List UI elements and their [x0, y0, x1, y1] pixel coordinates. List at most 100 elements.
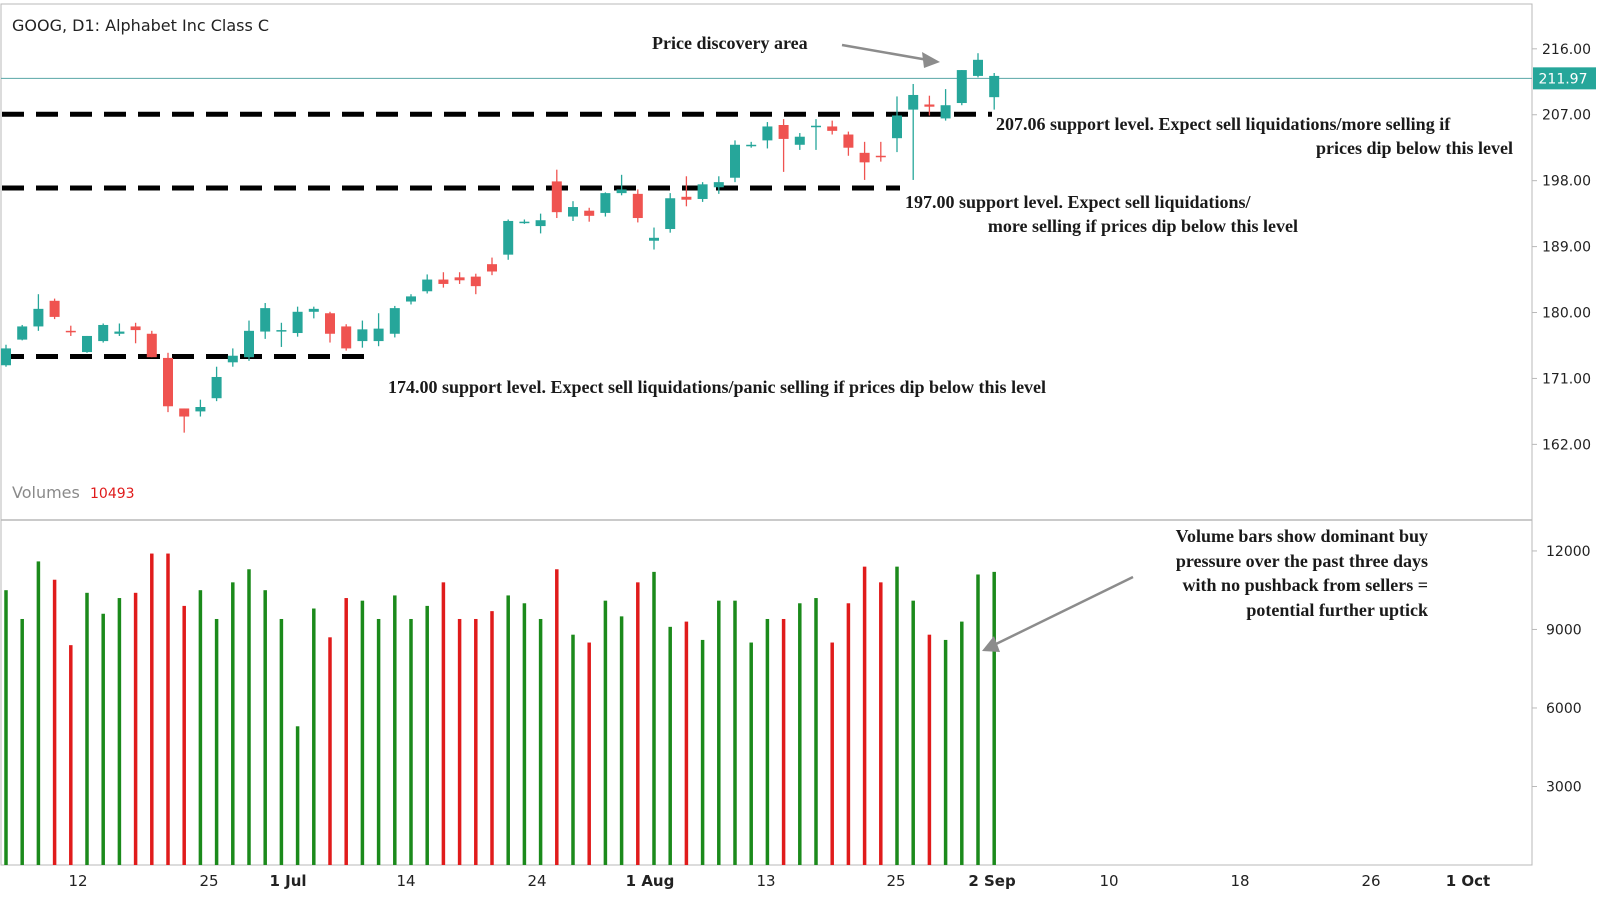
candle: [406, 294, 416, 305]
price-axis: 216.00 207.00 198.00 189.00 180.00 171.00 162.…: [1532, 42, 1591, 453]
volume-bar: [150, 553, 154, 865]
candle-body: [875, 155, 886, 158]
candle: [195, 399, 206, 417]
candle-body: [519, 221, 530, 224]
candle: [325, 311, 335, 343]
support-207-note-line2: prices dip below this level: [1316, 138, 1513, 158]
candle: [422, 274, 433, 294]
time-tick-label: 2 Sep: [968, 872, 1016, 890]
candle: [843, 131, 854, 156]
time-tick-label: 10: [1099, 872, 1118, 890]
time-tick-label: 1 Jul: [269, 872, 306, 890]
candles-layer: [1, 53, 1000, 433]
candle-body: [130, 326, 141, 331]
candle-body: [82, 335, 92, 353]
price-tick-label: 198.00: [1542, 174, 1591, 190]
candle: [341, 324, 352, 351]
price-tick-label: 207.00: [1542, 108, 1591, 124]
volume-bar: [376, 618, 381, 865]
candle-body: [859, 152, 870, 163]
support-174-note: 174.00 support level. Expect sell liquid…: [388, 377, 1046, 397]
volume-tick-label: 9000: [1546, 622, 1582, 638]
volume-bar: [344, 598, 348, 865]
candle: [438, 272, 449, 288]
time-tick-label: 25: [886, 872, 905, 890]
volume-bar: [441, 582, 446, 865]
volume-bar: [992, 571, 996, 865]
candle-body: [227, 355, 238, 363]
volume-bar: [295, 726, 300, 865]
candle-body: [632, 193, 643, 219]
volumes-label: Volumes: [12, 483, 80, 502]
volume-bar: [943, 639, 948, 865]
volume-bar: [490, 611, 494, 865]
candle: [924, 95, 935, 116]
candle: [778, 119, 789, 172]
candle-body: [33, 308, 44, 327]
volume-bar: [20, 618, 24, 865]
candle-body: [746, 144, 757, 147]
candle-body: [989, 75, 1000, 98]
candle: [179, 408, 190, 433]
candle: [227, 348, 238, 367]
candle: [973, 53, 983, 78]
volume-bar: [409, 618, 413, 865]
volume-tick-label: 3000: [1546, 779, 1582, 795]
candle-body: [762, 126, 773, 141]
volume-bar: [879, 582, 883, 865]
candle: [17, 324, 28, 341]
candle: [244, 320, 254, 361]
candle: [632, 189, 643, 223]
price-tick-label: 189.00: [1542, 240, 1591, 256]
volume-bar: [571, 634, 575, 865]
candle: [519, 219, 530, 224]
volume-bar: [182, 605, 186, 865]
volume-bar: [279, 618, 284, 865]
volume-note-arrow: [982, 575, 1134, 652]
candle: [908, 83, 919, 180]
candle: [1, 344, 11, 367]
candle-body: [940, 105, 951, 119]
candle-body: [211, 376, 222, 399]
candle: [713, 176, 724, 194]
candle-body: [827, 126, 838, 131]
candle-body: [260, 308, 271, 332]
price-tick-label: 162.00: [1542, 437, 1591, 453]
volume-bar: [960, 621, 964, 865]
volume-bar: [830, 642, 834, 865]
volume-bar: [133, 592, 138, 865]
candle: [551, 169, 562, 219]
volume-bar: [587, 642, 591, 865]
candle-body: [973, 59, 983, 76]
candle-body: [454, 277, 465, 281]
price-tick-label: 180.00: [1542, 306, 1591, 322]
last-price-badge: 211.97: [1533, 67, 1596, 90]
candle: [454, 272, 465, 284]
candle-body: [341, 326, 352, 349]
volume-bar: [425, 605, 429, 865]
candle-body: [308, 308, 319, 312]
candle: [98, 323, 109, 343]
candle-body: [487, 264, 497, 272]
volume-bar: [474, 618, 478, 865]
candle: [260, 302, 271, 339]
volume-bar: [360, 600, 365, 865]
candle: [649, 227, 659, 250]
candle-body: [584, 210, 595, 216]
chart-title: GOOG, D1: Alphabet Inc Class C: [12, 16, 269, 35]
candle-body: [1, 348, 11, 366]
candle: [892, 96, 902, 153]
candle: [600, 192, 611, 217]
volume-note-line3: with no pushback from sellers =: [1183, 575, 1428, 595]
candle: [389, 305, 400, 338]
candle-body: [616, 189, 627, 194]
volume-bar: [814, 598, 818, 865]
candle-body: [892, 115, 902, 139]
candle: [730, 140, 740, 183]
candle-body: [908, 94, 919, 110]
candle-body: [244, 330, 254, 358]
candle-body: [778, 125, 789, 139]
candle: [33, 294, 44, 331]
volume-axis: 12000 9000 6000 3000: [1532, 544, 1591, 795]
